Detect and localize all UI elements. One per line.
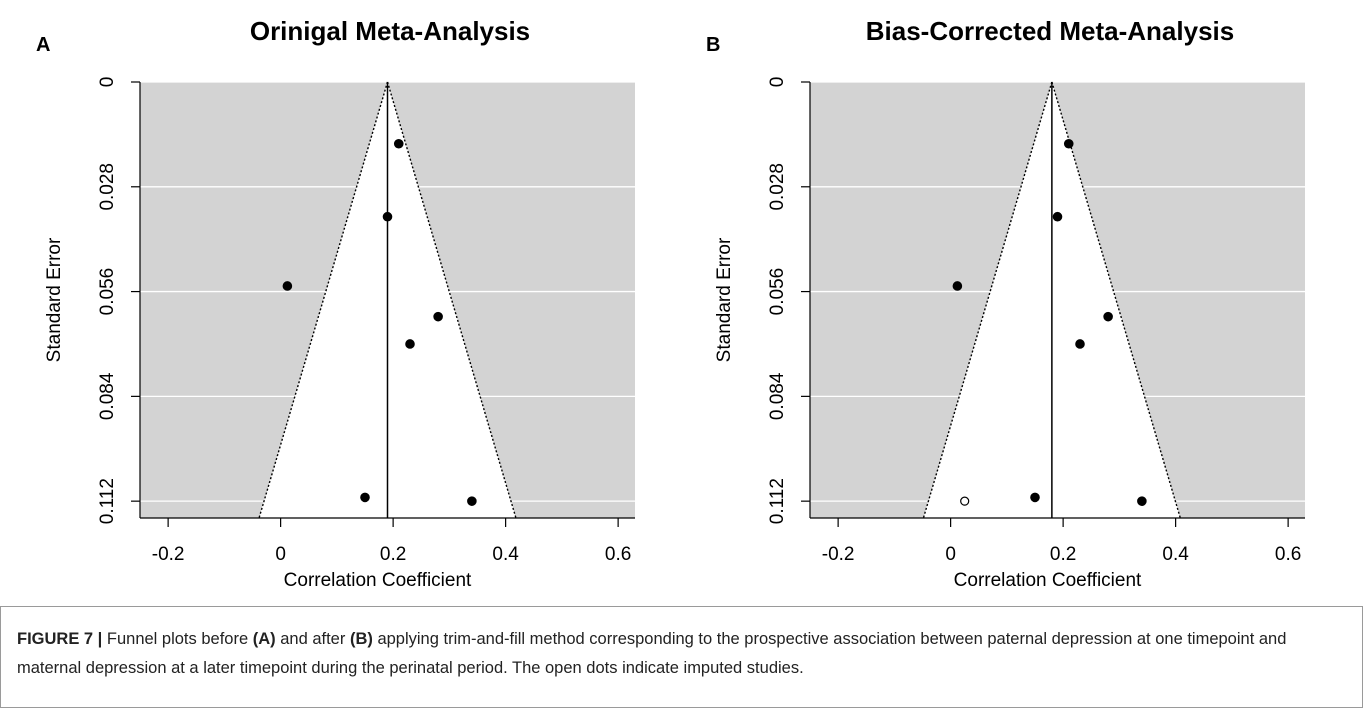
panel-a-title: Orinigal Meta-Analysis xyxy=(249,16,531,46)
panel-b-y-tick-label-3: 0.084 xyxy=(767,372,788,420)
panel-b-x-tick-label-3: 0.4 xyxy=(1162,544,1189,565)
panel-b-study-point-4 xyxy=(1075,339,1085,349)
panel-b-x-tick-label-0: -0.2 xyxy=(822,544,855,565)
panel-a-y-tick-label-2: 0.056 xyxy=(97,268,118,316)
panel-b-y-axis-title: Standard Error xyxy=(714,237,735,362)
panel-b-study-point-3 xyxy=(1103,311,1113,322)
caption-text-3: applying trim-and-fill method correspond… xyxy=(17,630,1287,677)
panel-a-x-tick-label-1: 0 xyxy=(275,544,286,565)
panel-b-x-axis-title: Correlation Coefficient xyxy=(954,570,1142,590)
panel-a-study-point-0 xyxy=(393,138,404,149)
panel-b-study-point-0 xyxy=(1063,138,1074,149)
caption-ref-a: (A) xyxy=(252,630,276,648)
panel-a-study-point-6 xyxy=(467,496,477,506)
panel-b-x-tick-label-2: 0.2 xyxy=(1050,544,1076,565)
panel-a-x-tick-label-4: 0.6 xyxy=(605,544,631,565)
panel-a-y-tick-label-3: 0.084 xyxy=(97,372,118,420)
caption-ref-b: (B) xyxy=(349,630,373,648)
panel-a-letter: A xyxy=(36,34,51,56)
panel-b-x-tick-label-1: 0 xyxy=(945,544,956,565)
caption-text-1: Funnel plots before xyxy=(102,630,253,648)
panel-b-study-point-6 xyxy=(1137,496,1147,506)
panel-b-imputed-point-0 xyxy=(960,496,970,506)
funnel-plot-b: 0 0.028 0.056 0.084 0.112 -0.2 0 0.2 0.4 0.6 Corre… xyxy=(714,77,1305,590)
panel-a-y-axis-title: Standard Error xyxy=(44,237,65,362)
panel-b-study-point-1 xyxy=(1052,211,1063,222)
panel-a-y-tick-label-4: 0.112 xyxy=(97,478,118,524)
panel-b: B Bias-Corrected Meta-Analysis 0 0.028 0.0… xyxy=(670,0,1340,590)
panel-b-x-tick-label-4: 0.6 xyxy=(1275,544,1301,565)
panel-a-study-point-1 xyxy=(382,211,393,222)
panel-b-y-tick-label-0: 0 xyxy=(767,77,788,88)
panel-a-x-tick-label-3: 0.4 xyxy=(492,544,519,565)
panel-a-study-point-4 xyxy=(405,339,415,349)
caption-label: FIGURE 7 | xyxy=(17,630,103,648)
panel-b-study-point-2 xyxy=(952,281,963,291)
panel-a: A Orinigal Meta-Analysis 0 0.028 0.056 0.08… xyxy=(0,0,670,590)
panel-a-y-tick-label-0: 0 xyxy=(97,77,118,88)
panel-a-x-tick-label-0: -0.2 xyxy=(152,544,185,565)
panel-b-y-tick-label-2: 0.056 xyxy=(767,268,788,316)
caption-text-2: and after xyxy=(275,630,350,648)
panel-a-study-point-3 xyxy=(433,311,443,322)
panel-a-study-point-5 xyxy=(360,492,370,503)
panel-b-y-tick-label-4: 0.112 xyxy=(767,478,788,524)
panel-a-study-point-2 xyxy=(282,281,293,291)
panel-b-y-tick-label-1: 0.028 xyxy=(767,163,788,211)
panel-b-title: Bias-Corrected Meta-Analysis xyxy=(865,16,1235,46)
panel-a-y-tick-label-1: 0.028 xyxy=(97,163,118,211)
funnel-plot-a: 0 0.028 0.056 0.084 0.112 -0.2 0 0.2 0.4 0.6 Corre… xyxy=(44,77,635,590)
panel-a-x-tick-label-2: 0.2 xyxy=(380,544,406,565)
figure-caption: FIGURE 7 | Funnel plots before (A) and a… xyxy=(0,606,1363,708)
panel-a-x-axis-title: Correlation Coefficient xyxy=(284,570,472,590)
panel-b-letter: B xyxy=(706,34,721,56)
panel-b-study-point-5 xyxy=(1030,492,1040,503)
